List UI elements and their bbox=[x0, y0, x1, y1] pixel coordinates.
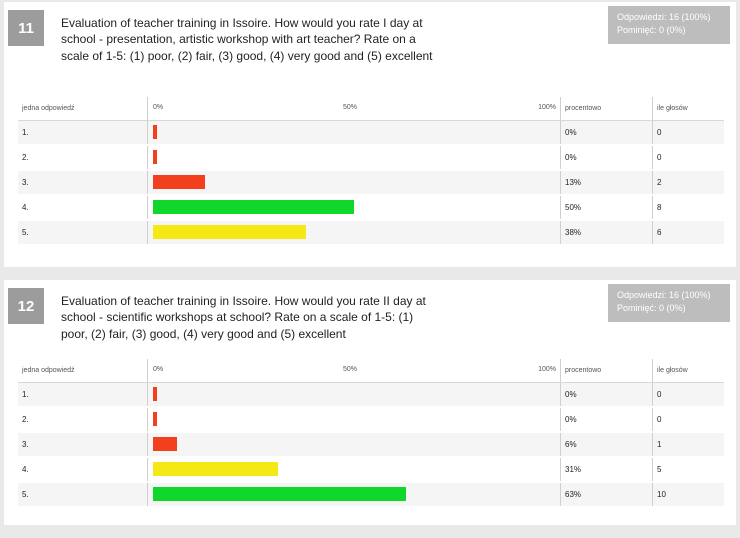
stats-box: Odpowiedzi: 16 (100%) Pominięć: 0 (0%) bbox=[608, 6, 730, 44]
scale-100: 100% bbox=[538, 104, 556, 111]
question-number: 11 bbox=[8, 10, 44, 46]
table-row: 2. 0% 0 bbox=[18, 407, 724, 433]
table-row: 5. 38% 6 bbox=[18, 220, 724, 246]
table-row: 5. 63% 10 bbox=[18, 482, 724, 508]
scale-0: 0% bbox=[153, 366, 164, 373]
bar-cell bbox=[147, 482, 561, 508]
stats-skipped: Pominięć: 0 (0%) bbox=[617, 25, 686, 35]
table-row: 2. 0% 0 bbox=[18, 145, 724, 171]
table-row: 4. 50% 8 bbox=[18, 195, 724, 221]
percent-value: 63% bbox=[560, 482, 653, 508]
results-table: jedna odpowiedź 0% 50% 100% procentowo i… bbox=[18, 97, 724, 246]
table-row: 1. 0% 0 bbox=[18, 120, 724, 146]
bar-cell bbox=[147, 220, 561, 246]
header-count: ile głosów bbox=[652, 97, 724, 121]
header-answer: jedna odpowiedź bbox=[18, 97, 148, 121]
vote-count: 0 bbox=[652, 407, 724, 433]
stats-answered: Odpowiedzi: 16 (100%) bbox=[617, 12, 711, 22]
answer-label: 4. bbox=[18, 457, 148, 483]
table-row: 1. 0% 0 bbox=[18, 382, 724, 408]
vote-count: 10 bbox=[652, 482, 724, 508]
results-table: jedna odpowiedź 0% 50% 100% procentowo i… bbox=[18, 359, 724, 508]
vote-count: 8 bbox=[652, 195, 724, 221]
vote-count: 0 bbox=[652, 120, 724, 146]
bar-4 bbox=[153, 200, 354, 214]
bar-cell bbox=[147, 382, 561, 408]
bar-cell bbox=[147, 120, 561, 146]
bar-cell bbox=[147, 457, 561, 483]
question-card-11: 11 Evaluation of teacher training in Iss… bbox=[4, 2, 736, 267]
answer-label: 3. bbox=[18, 170, 148, 196]
bar-5 bbox=[153, 225, 306, 239]
bar-cell bbox=[147, 407, 561, 433]
header-scale: 0% 50% 100% bbox=[147, 359, 561, 383]
table-row: 3. 6% 1 bbox=[18, 432, 724, 458]
percent-value: 31% bbox=[560, 457, 653, 483]
percent-value: 0% bbox=[560, 120, 653, 146]
vote-count: 2 bbox=[652, 170, 724, 196]
bar-5 bbox=[153, 487, 406, 501]
vote-count: 0 bbox=[652, 382, 724, 408]
bar-cell bbox=[147, 432, 561, 458]
table-row: 4. 31% 5 bbox=[18, 457, 724, 483]
question-text: Evaluation of teacher training in Issoir… bbox=[61, 16, 433, 63]
answer-label: 2. bbox=[18, 407, 148, 433]
bar-4 bbox=[153, 462, 278, 476]
question-card-12: 12 Evaluation of teacher training in Iss… bbox=[4, 280, 736, 525]
vote-count: 1 bbox=[652, 432, 724, 458]
question-text: Evaluation of teacher training in Issoir… bbox=[61, 294, 426, 341]
answer-label: 1. bbox=[18, 382, 148, 408]
vote-count: 0 bbox=[652, 145, 724, 171]
stats-answered: Odpowiedzi: 16 (100%) bbox=[617, 290, 711, 300]
question-number: 12 bbox=[8, 288, 44, 324]
bar-3 bbox=[153, 437, 177, 451]
answer-label: 5. bbox=[18, 482, 148, 508]
header-scale: 0% 50% 100% bbox=[147, 97, 561, 121]
scale-100: 100% bbox=[538, 366, 556, 373]
bar-3 bbox=[153, 175, 205, 189]
scale-50: 50% bbox=[343, 366, 358, 373]
answer-label: 3. bbox=[18, 432, 148, 458]
percent-value: 0% bbox=[560, 382, 653, 408]
percent-value: 6% bbox=[560, 432, 653, 458]
answer-label: 5. bbox=[18, 220, 148, 246]
bar-1 bbox=[153, 387, 157, 401]
answer-label: 2. bbox=[18, 145, 148, 171]
answer-label: 1. bbox=[18, 120, 148, 146]
answer-label: 4. bbox=[18, 195, 148, 221]
stats-skipped: Pominięć: 0 (0%) bbox=[617, 303, 686, 313]
header-answer: jedna odpowiedź bbox=[18, 359, 148, 383]
bar-cell bbox=[147, 170, 561, 196]
percent-value: 0% bbox=[560, 145, 653, 171]
stats-box: Odpowiedzi: 16 (100%) Pominięć: 0 (0%) bbox=[608, 284, 730, 322]
vote-count: 6 bbox=[652, 220, 724, 246]
header-count: ile głosów bbox=[652, 359, 724, 383]
percent-value: 50% bbox=[560, 195, 653, 221]
bar-1 bbox=[153, 125, 157, 139]
percent-value: 13% bbox=[560, 170, 653, 196]
bar-cell bbox=[147, 145, 561, 171]
scale-50: 50% bbox=[343, 104, 358, 111]
percent-value: 0% bbox=[560, 407, 653, 433]
table-row: 3. 13% 2 bbox=[18, 170, 724, 196]
header-pct: procentowo bbox=[560, 359, 653, 383]
header-pct: procentowo bbox=[560, 97, 653, 121]
percent-value: 38% bbox=[560, 220, 653, 246]
scale-0: 0% bbox=[153, 104, 164, 111]
vote-count: 5 bbox=[652, 457, 724, 483]
bar-2 bbox=[153, 150, 157, 164]
bar-cell bbox=[147, 195, 561, 221]
bar-2 bbox=[153, 412, 157, 426]
